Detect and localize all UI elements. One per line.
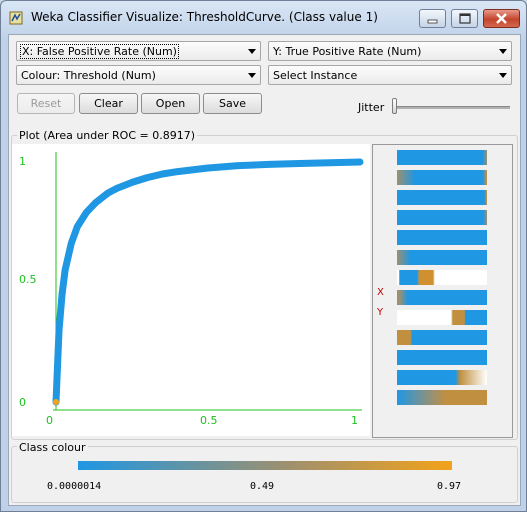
roc-point — [129, 179, 135, 186]
window-title: Weka Classifier Visualize: ThresholdCurv… — [31, 10, 378, 24]
attribute-bars-panel[interactable]: X Y — [372, 144, 513, 438]
x-axis-select-value: X: False Positive Rate (Num) — [20, 44, 179, 59]
attribute-strip[interactable] — [397, 390, 487, 405]
attribute-strip[interactable] — [397, 370, 487, 385]
open-button[interactable]: Open — [141, 93, 200, 114]
colour-select-value: Colour: Threshold (Num) — [21, 69, 156, 82]
roc-point — [235, 162, 242, 169]
clear-button[interactable]: Clear — [79, 93, 138, 114]
plot-group — [11, 135, 518, 440]
roc-point — [144, 174, 151, 181]
close-icon — [496, 13, 507, 24]
class-colour-gradient — [78, 461, 452, 470]
x-tick-label: 0 — [46, 414, 53, 427]
roc-point — [296, 160, 303, 167]
roc-point — [205, 165, 211, 171]
instance-select-value: Select Instance — [273, 69, 358, 82]
class-colour-max: 0.97 — [437, 481, 462, 492]
x-marker-label: X — [377, 287, 384, 298]
jitter-slider-track[interactable] — [392, 106, 510, 109]
attribute-strip[interactable] — [397, 150, 487, 165]
roc-point — [265, 161, 272, 168]
title-bar[interactable]: Weka Classifier Visualize: ThresholdCurv… — [1, 1, 526, 35]
save-button[interactable]: Save — [203, 93, 262, 114]
roc-point — [59, 291, 66, 297]
attribute-strip[interactable] — [397, 210, 487, 225]
attribute-strip[interactable] — [397, 270, 487, 285]
roc-point — [68, 240, 75, 247]
jitter-label: Jitter — [358, 101, 385, 114]
colour-select[interactable]: Colour: Threshold (Num) — [16, 65, 261, 85]
chevron-down-icon — [248, 49, 256, 54]
roc-point — [62, 267, 69, 273]
roc-point — [113, 185, 120, 192]
roc-point — [159, 171, 166, 177]
reset-button[interactable]: Reset — [17, 93, 75, 114]
x-tick-label: 0.5 — [200, 414, 218, 427]
plot-area[interactable]: 1 0.5 0 0 0.5 1 — [12, 144, 370, 436]
attribute-strip[interactable] — [397, 350, 487, 365]
attribute-strip[interactable] — [397, 170, 487, 185]
x-axis-select[interactable]: X: False Positive Rate (Num) — [16, 41, 261, 61]
minimize-button[interactable] — [419, 9, 446, 28]
class-colour-min: 0.0000014 — [47, 481, 102, 492]
close-button[interactable] — [483, 9, 520, 28]
y-axis-select[interactable]: Y: True Positive Rate (Num) — [268, 41, 512, 61]
class-colour-title: Class colour — [17, 441, 88, 454]
attribute-strip[interactable] — [397, 310, 487, 325]
attribute-strip[interactable] — [397, 330, 487, 345]
roc-point — [83, 209, 90, 216]
roc-point — [326, 159, 333, 166]
roc-point — [357, 159, 363, 165]
attribute-strip[interactable] — [397, 190, 487, 205]
y-axis-select-value: Y: True Positive Rate (Num) — [273, 45, 422, 58]
y-marker-label: Y — [377, 307, 384, 318]
chevron-down-icon — [248, 73, 256, 78]
maximize-icon — [459, 13, 471, 24]
class-colour-group — [11, 446, 518, 503]
attribute-strip[interactable] — [397, 250, 487, 265]
weka-app-icon — [9, 11, 23, 25]
jitter-slider-thumb[interactable] — [392, 98, 397, 114]
chevron-down-icon — [499, 73, 507, 78]
y-tick-label: 0.5 — [19, 273, 37, 286]
roc-point — [54, 363, 61, 369]
maximize-button[interactable] — [451, 9, 478, 28]
y-tick-label: 1 — [19, 155, 26, 168]
roc-chart — [52, 152, 364, 411]
roc-point — [92, 199, 99, 206]
y-tick-label: 0 — [19, 396, 26, 409]
roc-point — [74, 223, 81, 230]
class-colour-mid: 0.49 — [250, 481, 275, 492]
roc-point — [174, 168, 181, 175]
chevron-down-icon — [499, 49, 507, 54]
roc-point — [53, 399, 59, 405]
roc-curve — [52, 158, 364, 406]
roc-point — [56, 327, 63, 333]
instance-select[interactable]: Select Instance — [268, 65, 512, 85]
attribute-strip[interactable] — [397, 230, 487, 245]
roc-point — [104, 190, 111, 197]
plot-title: Plot (Area under ROC = 0.8917) — [17, 129, 198, 142]
client-area: X: False Positive Rate (Num) Y: True Pos… — [8, 34, 521, 506]
minimize-icon — [427, 19, 438, 24]
attribute-strip[interactable] — [397, 290, 487, 305]
x-tick-label: 1 — [351, 414, 358, 427]
